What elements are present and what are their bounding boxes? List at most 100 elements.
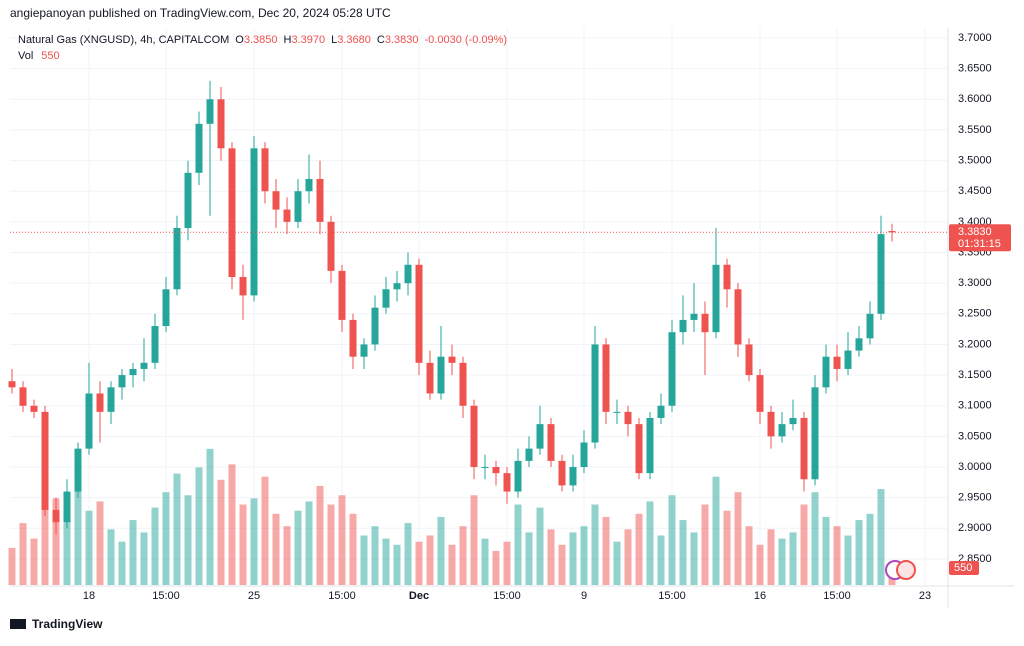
candle-body [888, 231, 896, 233]
volume-bar [19, 523, 27, 585]
x-tick-label: 18 [83, 590, 95, 602]
volume-bar [679, 520, 687, 585]
candle-body [239, 277, 247, 296]
volume-bar [338, 495, 346, 585]
candle-body [877, 234, 885, 314]
volume-bar [624, 529, 632, 585]
volume-bar [294, 510, 302, 585]
header: angiepanoyan published on TradingView.co… [10, 6, 391, 20]
candle-body [382, 289, 390, 308]
candle-body [151, 326, 159, 363]
candle-body [41, 411, 49, 510]
volume-bar [745, 526, 753, 585]
volume-bar [602, 516, 610, 585]
x-tick-label: 15:00 [328, 590, 356, 602]
volume-bar [206, 448, 214, 585]
volume-bar [613, 541, 621, 585]
candle-body [283, 209, 291, 222]
volume-bar [316, 485, 324, 585]
candle-body [701, 313, 709, 333]
legend-symbol: Natural Gas (XNGUSD), 4h, CAPITALCOM [18, 34, 229, 46]
candle-body [745, 344, 753, 376]
candle-body [338, 270, 346, 320]
volume-bar [41, 476, 49, 585]
x-tick-label: 15:00 [658, 590, 686, 602]
candle-body [767, 411, 775, 437]
y-tick-label: 3.2000 [958, 338, 992, 350]
candle-body [217, 99, 225, 149]
logo-mark [10, 619, 26, 629]
y-tick-label: 3.4500 [958, 185, 992, 197]
volume-bar [261, 476, 269, 585]
candle-body [327, 221, 335, 271]
y-tick-label: 3.1000 [958, 400, 992, 412]
y-tick-label: 3.5500 [958, 124, 992, 136]
legend-l-label: L [331, 34, 337, 46]
candle-body [624, 411, 632, 425]
volume-bar [723, 510, 731, 585]
volume-bar [85, 510, 93, 585]
volume-bar [866, 513, 874, 585]
candle-body [118, 375, 126, 388]
candle-body [19, 387, 27, 406]
volume-bar [503, 541, 511, 585]
volume-bar [151, 507, 159, 585]
volume-bar [690, 532, 698, 585]
volume-bar [800, 504, 808, 585]
candle-body [52, 509, 60, 523]
candle-body [85, 393, 93, 449]
candle-body [558, 460, 566, 486]
volume-bar [635, 513, 643, 585]
legend-o-label: O [235, 34, 244, 46]
x-tick-label: Dec [409, 590, 429, 602]
candle-body [404, 264, 412, 284]
x-tick-label: 23 [919, 590, 931, 602]
volume-bar [833, 526, 841, 585]
candle-body [8, 381, 16, 388]
volume-bar [536, 507, 544, 585]
legend-title: Natural Gas (XNGUSD), 4h, CAPITALCOM O3.3… [18, 34, 507, 46]
candles [8, 80, 896, 535]
y-tick-label: 3.6500 [958, 63, 992, 75]
volume-bar [811, 492, 819, 585]
flag-icon [885, 560, 916, 580]
legend-vol: Vol 550 [18, 50, 60, 62]
volume-bar [426, 535, 434, 585]
candle-body [195, 123, 203, 173]
logo: TradingView [10, 617, 103, 631]
volume-bar [239, 504, 247, 585]
volume-bar [558, 544, 566, 585]
legend-vol-label: Vol [18, 50, 33, 62]
volume-bar [481, 538, 489, 585]
candle-body [437, 356, 445, 394]
candle-body [778, 424, 786, 437]
candle-body [448, 356, 456, 363]
volume-bar [305, 501, 313, 585]
legend-o: 3.3850 [244, 34, 278, 46]
volume-bar [855, 520, 863, 585]
volume-tag [949, 560, 979, 575]
candle-body [316, 178, 324, 222]
volume-bar [283, 526, 291, 585]
candle-body [580, 442, 588, 468]
candle-body [712, 264, 720, 333]
y-tick-label: 3.0500 [958, 430, 992, 442]
candle-body [844, 350, 852, 369]
candle-body [646, 417, 654, 474]
candle-body [305, 178, 313, 192]
candle-body [492, 467, 500, 474]
volume-bar [30, 538, 38, 585]
volume-bar [107, 529, 115, 585]
candle-body [459, 362, 467, 406]
legend-h-label: H [284, 34, 292, 46]
candle-body [206, 99, 214, 124]
candle-body [723, 264, 731, 290]
candle-body [525, 448, 533, 461]
x-tick-label: 9 [581, 590, 587, 602]
volume-bar [217, 479, 225, 585]
volume-bar [360, 535, 368, 585]
candle-body [734, 289, 742, 345]
candle-body [536, 424, 544, 449]
